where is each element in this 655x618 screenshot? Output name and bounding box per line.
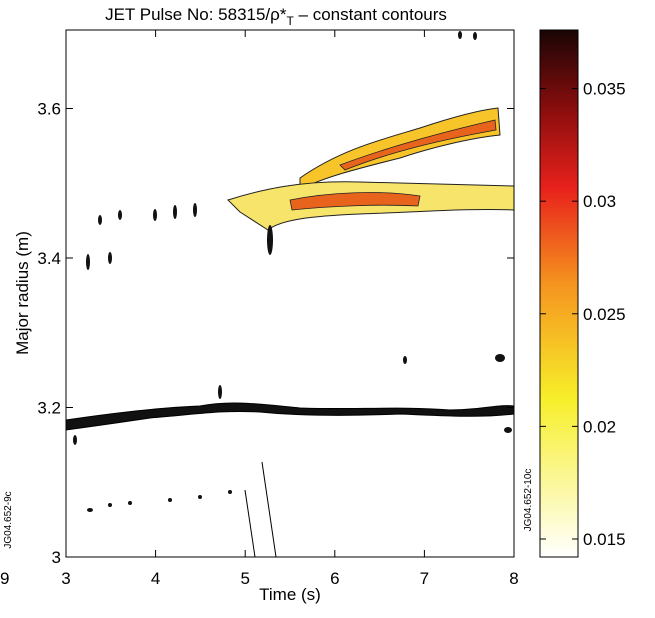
- x-axis-label: Time (s): [259, 585, 321, 604]
- contour-region: [339, 119, 497, 171]
- colorbar-tick-label: 0.015: [583, 530, 626, 549]
- x-tick-label: 4: [151, 569, 160, 588]
- colorbar-tick-label: 0.02: [583, 417, 616, 436]
- title-subscript: T: [286, 14, 294, 28]
- figure-code: JG04.652-10c: [523, 469, 534, 532]
- contour-region: [227, 181, 514, 231]
- contour-region: [289, 192, 421, 211]
- contours: [66, 31, 514, 557]
- contour-band: [66, 402, 514, 431]
- figure-code: JG04.652-9c: [3, 491, 14, 548]
- x-tick-label: 8: [509, 569, 518, 588]
- x-tick-label: 3: [61, 569, 70, 588]
- colorbar-tick-label: 0.035: [583, 80, 626, 99]
- y-tick-label: 3.4: [37, 249, 61, 268]
- x-tick-label: 5: [240, 569, 249, 588]
- title-part: – constant contours: [294, 5, 447, 24]
- chart-title: JET Pulse No: 58315/ρ*T – constant conto…: [105, 5, 447, 28]
- colorbar-tick-label: 0.025: [583, 305, 626, 324]
- contour-dots: [73, 31, 512, 512]
- cropped-label: 9: [0, 569, 9, 588]
- colorbar-tick-label: 0.03: [583, 192, 616, 211]
- title-part: JET Pulse No: 58315/ρ*: [105, 5, 287, 24]
- y-tick-label: 3.6: [37, 99, 61, 118]
- y-axis-label: Major radius (m): [13, 231, 32, 355]
- y-tick-label: 3.2: [37, 398, 61, 417]
- contour-line: [244, 489, 256, 557]
- plot-frame: [65, 29, 515, 558]
- x-tick-label: 7: [420, 569, 429, 588]
- x-tick-label: 6: [330, 569, 339, 588]
- contour-line: [261, 461, 277, 557]
- y-tick-label: 3: [52, 548, 61, 567]
- colorbar: [539, 29, 579, 558]
